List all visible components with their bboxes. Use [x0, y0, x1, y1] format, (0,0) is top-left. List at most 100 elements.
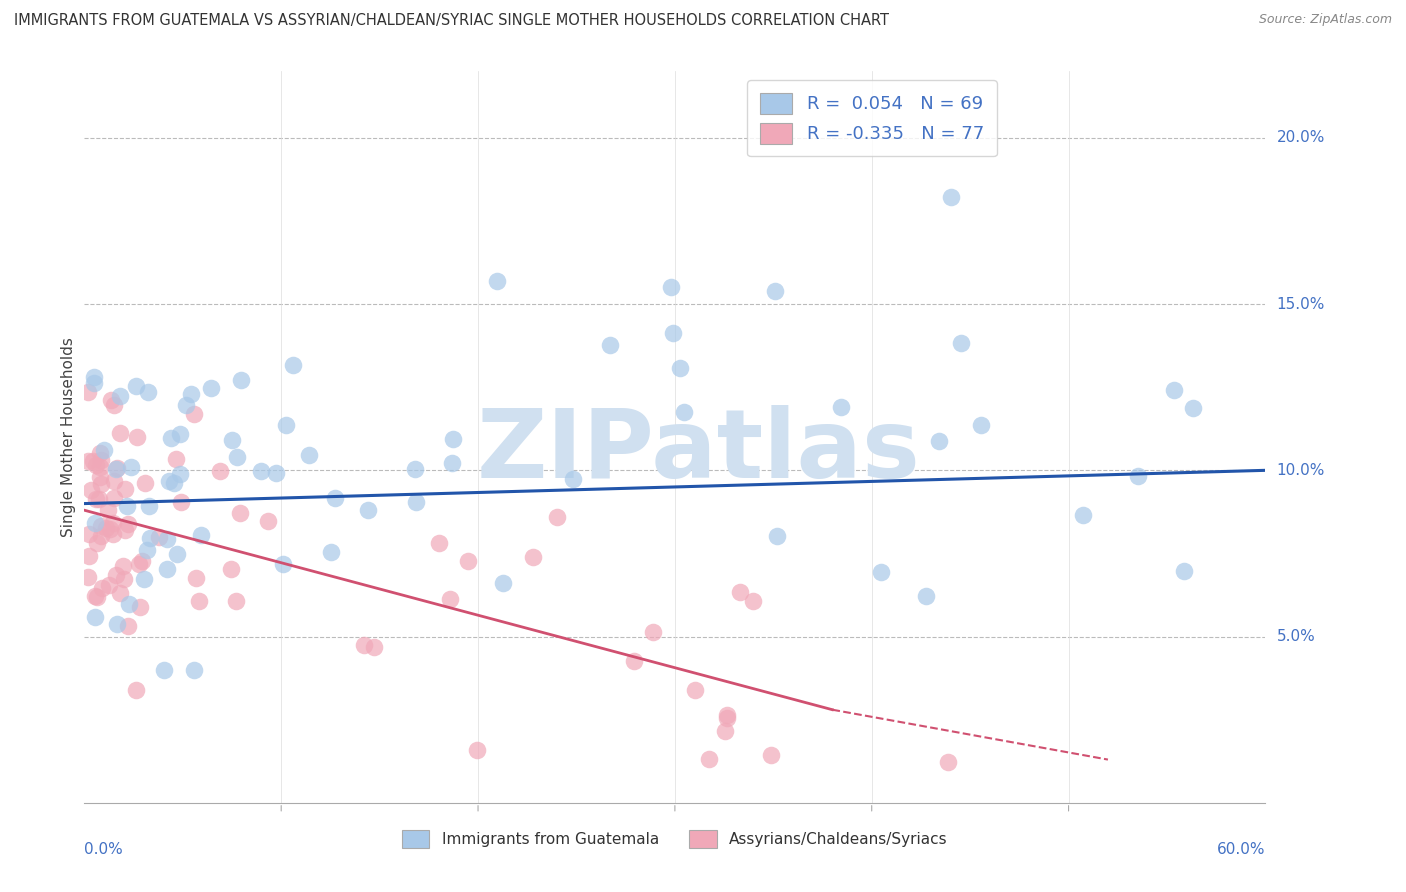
Point: [89, 445, 111, 459]
Point: [93, 443, 115, 458]
Point: [110, 389, 132, 403]
Point: [184, 571, 207, 585]
Point: [117, 618, 139, 632]
Point: [156, 533, 179, 547]
Point: [714, 724, 737, 739]
Point: [363, 640, 385, 655]
Point: [101, 516, 124, 531]
Point: [108, 425, 131, 440]
Point: [160, 431, 183, 445]
Point: [439, 591, 461, 606]
Point: [264, 466, 287, 480]
Point: [323, 491, 346, 506]
Point: [131, 554, 153, 568]
Point: [170, 495, 193, 509]
Point: [728, 585, 751, 599]
Point: [641, 625, 664, 640]
Point: [139, 531, 162, 545]
Point: [112, 559, 135, 574]
Point: [103, 491, 125, 506]
Point: [357, 502, 380, 516]
Point: [104, 567, 127, 582]
Point: [486, 274, 509, 288]
Point: [90, 529, 112, 543]
Point: [84, 491, 107, 506]
Point: [250, 464, 273, 478]
Point: [82, 453, 104, 467]
Point: [669, 361, 692, 376]
Point: [125, 429, 148, 443]
Point: [120, 460, 142, 475]
Point: [427, 536, 450, 550]
Point: [200, 381, 222, 395]
Point: [83, 609, 105, 624]
Point: [96, 521, 118, 535]
Point: [163, 475, 186, 490]
Point: [107, 616, 129, 631]
Point: [1071, 508, 1094, 523]
Point: [949, 336, 972, 351]
Point: [492, 576, 515, 591]
Text: 20.0%: 20.0%: [1277, 130, 1324, 145]
Point: [169, 427, 191, 442]
Point: [208, 464, 231, 478]
Point: [1181, 401, 1204, 415]
Point: [89, 492, 111, 507]
Point: [183, 407, 205, 421]
Point: [97, 577, 120, 591]
Point: [125, 682, 148, 697]
Point: [90, 453, 112, 467]
Point: [108, 586, 131, 600]
Point: [225, 594, 247, 608]
Point: [623, 654, 645, 668]
Point: [86, 535, 108, 549]
Point: [763, 284, 786, 298]
Point: [156, 562, 179, 576]
Text: 15.0%: 15.0%: [1277, 297, 1324, 311]
Point: [117, 516, 139, 531]
Point: [138, 499, 160, 513]
Point: [77, 549, 100, 563]
Point: [166, 547, 188, 561]
Point: [77, 454, 100, 468]
Point: [114, 482, 136, 496]
Point: [89, 470, 111, 484]
Text: 10.0%: 10.0%: [1277, 463, 1324, 478]
Point: [101, 526, 124, 541]
Point: [97, 502, 120, 516]
Point: [83, 370, 105, 384]
Point: [90, 519, 112, 533]
Point: [281, 358, 304, 372]
Point: [441, 433, 464, 447]
Point: [440, 457, 463, 471]
Point: [169, 467, 191, 481]
Text: 0.0%: 0.0%: [84, 842, 124, 856]
Point: [80, 483, 103, 498]
Point: [404, 462, 426, 476]
Point: [405, 495, 427, 509]
Point: [936, 755, 959, 769]
Point: [219, 562, 242, 576]
Point: [157, 474, 180, 488]
Point: [928, 434, 950, 448]
Point: [180, 387, 202, 401]
Text: 60.0%: 60.0%: [1218, 842, 1265, 856]
Point: [98, 522, 121, 536]
Point: [661, 280, 683, 294]
Text: ZIPatlas: ZIPatlas: [477, 405, 921, 499]
Point: [673, 405, 696, 419]
Point: [869, 565, 891, 579]
Point: [190, 528, 212, 542]
Point: [546, 510, 568, 524]
Point: [183, 663, 205, 677]
Point: [112, 572, 135, 586]
Point: [103, 398, 125, 412]
Legend: Immigrants from Guatemala, Assyrians/Chaldeans/Syriacs: Immigrants from Guatemala, Assyrians/Cha…: [396, 824, 953, 854]
Point: [1163, 383, 1185, 397]
Point: [970, 417, 993, 432]
Point: [465, 743, 488, 757]
Point: [274, 418, 297, 433]
Point: [117, 500, 139, 514]
Point: [225, 450, 247, 464]
Point: [257, 514, 280, 528]
